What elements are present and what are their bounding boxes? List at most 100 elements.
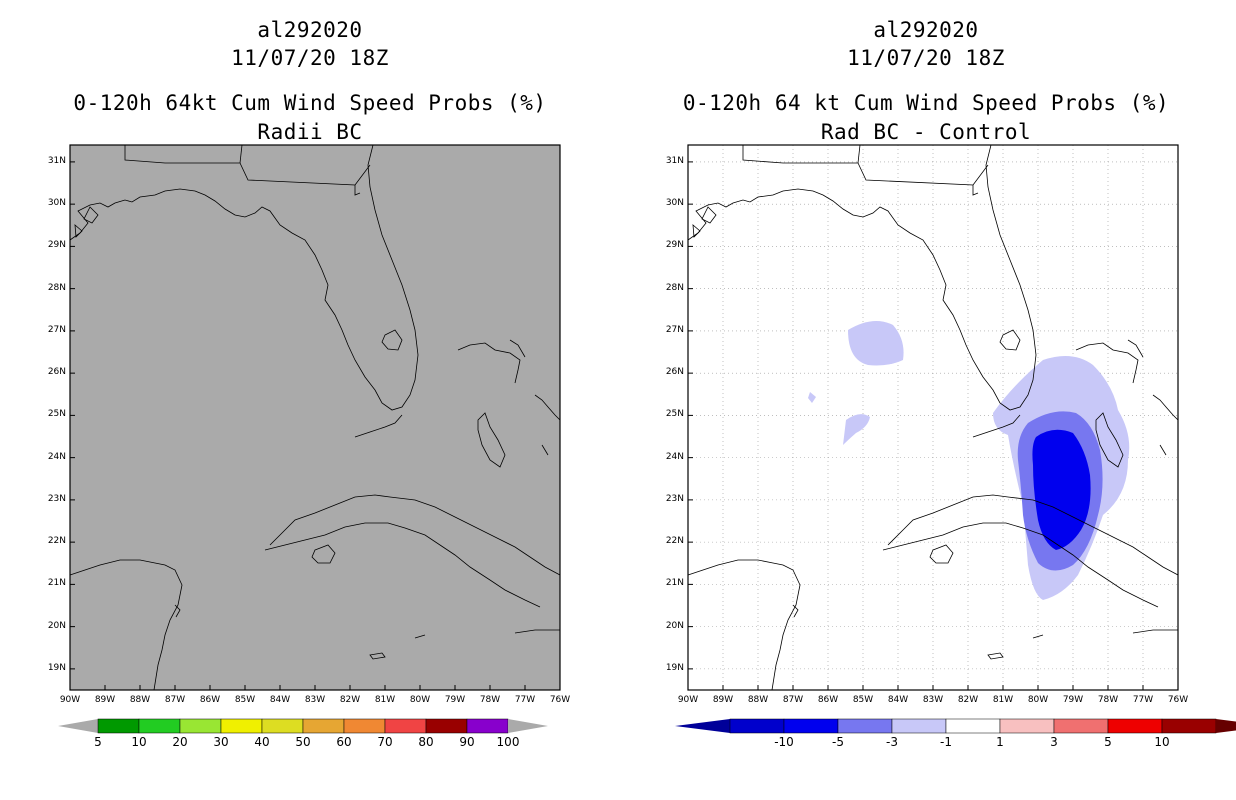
lon-tick-label: 84W [269, 695, 291, 705]
lon-tick-label: 87W [164, 695, 186, 705]
coastline-segment [174, 604, 181, 618]
coastline-segment [354, 164, 371, 186]
colorbar-swatch [999, 718, 1055, 734]
lat-tick-label: 21N [47, 578, 66, 589]
coastline-segment [701, 206, 717, 224]
lon-tick-label: 88W [747, 695, 769, 705]
contour-minus1-west1 [848, 321, 904, 366]
lon-tick-label: 81W [992, 695, 1014, 705]
lat-tick-label: 26N [665, 367, 684, 378]
right-datetime: 11/07/20 18Z [847, 46, 1005, 70]
colorbar-label: -1 [940, 735, 952, 749]
lat-tick-label: 29N [47, 240, 66, 251]
coastline-segment [534, 394, 561, 421]
lat-tick-label: 22N [47, 536, 66, 547]
colorbar-label: 40 [254, 735, 270, 749]
colorbar-label: 30 [213, 735, 229, 749]
lon-tick-label: 86W [199, 695, 221, 705]
coastline-segment [239, 144, 243, 164]
colorbar-label: -3 [886, 735, 898, 749]
lon-tick-label: 84W [887, 695, 909, 705]
colorbar-label: 20 [172, 735, 188, 749]
lat-tick-label: 21N [665, 578, 684, 589]
contour-minus1-west3 [808, 392, 816, 403]
coastline-segment [414, 634, 426, 639]
colorbar-arrow-left [675, 719, 730, 733]
coastline-segment [999, 329, 1021, 351]
coastline-segment [69, 559, 183, 691]
coastline-segment [369, 652, 386, 660]
lat-tick-label: 23N [665, 493, 684, 504]
lon-tick-label: 87W [782, 695, 804, 705]
left-coastlines [69, 144, 561, 691]
lon-tick-label: 82W [957, 695, 979, 705]
colorbar-arrow-right [508, 719, 548, 733]
lon-tick-label: 78W [479, 695, 501, 705]
lon-tick-label: 82W [339, 695, 361, 705]
coastline-segment [687, 144, 1037, 411]
coastline-segment [477, 412, 506, 468]
lat-tick-label: 27N [47, 324, 66, 335]
coastline-segment [514, 629, 560, 634]
left-storm-id: al292020 [257, 18, 363, 42]
probability-difference-contours [808, 321, 1130, 600]
coastline-segment [1095, 412, 1124, 468]
lat-tick-label: 20N [47, 620, 66, 631]
lon-tick-label: 88W [129, 695, 151, 705]
lat-tick-label: 19N [665, 662, 684, 673]
coastline-segment [972, 164, 989, 186]
colorbar-label: 100 [496, 735, 520, 749]
lat-tick-label: 30N [665, 198, 684, 209]
left-map [69, 144, 561, 691]
lat-tick-label: 31N [47, 155, 66, 166]
lat-tick-label: 31N [665, 155, 684, 166]
coastline-segment [929, 544, 954, 564]
right-coastlines [687, 144, 1179, 691]
coastline-segment [1032, 634, 1044, 639]
colorbar-swatch [1107, 718, 1163, 734]
lat-tick-label: 26N [47, 367, 66, 378]
lat-tick-label: 28N [47, 282, 66, 293]
colorbar-swatch [891, 718, 947, 734]
coastline-segment [792, 604, 799, 618]
lon-tick-label: 76W [549, 695, 571, 705]
coastline-segment [972, 414, 1021, 438]
lon-tick-label: 85W [234, 695, 256, 705]
lat-tick-label: 19N [47, 662, 66, 673]
colorbar-label: 5 [94, 735, 102, 749]
coastline-segment [264, 522, 541, 608]
right-subtitle: Rad BC - Control [820, 120, 1032, 144]
colorbar-label: 70 [377, 735, 393, 749]
coastline-segment [1132, 629, 1178, 634]
colorbar-arrow-left [58, 719, 98, 733]
lon-tick-label: 83W [922, 695, 944, 705]
colorbar-arrow-right [1216, 719, 1236, 733]
lon-tick-label: 80W [1027, 695, 1049, 705]
colorbar-label: 90 [459, 735, 475, 749]
lat-tick-label: 23N [47, 493, 66, 504]
colorbar-swatch [220, 718, 263, 734]
coastline-segment [1152, 394, 1179, 421]
colorbar-swatch [466, 718, 509, 734]
colorbar-swatch [97, 718, 140, 734]
colorbar-swatch [425, 718, 468, 734]
coastline-segment [887, 494, 1179, 576]
colorbar-label: -5 [832, 735, 844, 749]
lat-tick-label: 25N [665, 409, 684, 420]
lon-tick-label: 90W [59, 695, 81, 705]
colorbar-label: 10 [131, 735, 147, 749]
coastline-segment [882, 522, 1159, 608]
coastline-segment [857, 144, 861, 164]
coastline-segment [311, 544, 336, 564]
coastline-segment [692, 224, 701, 238]
colorbar-label: 80 [418, 735, 434, 749]
lat-tick-label: 24N [665, 451, 684, 462]
lat-tick-label: 30N [47, 198, 66, 209]
colorbar-swatch [837, 718, 893, 734]
left-datetime: 11/07/20 18Z [231, 46, 389, 70]
right-map [687, 144, 1179, 691]
lon-tick-label: 89W [712, 695, 734, 705]
lon-tick-label: 77W [1132, 695, 1154, 705]
colorbar-label: 1 [996, 735, 1004, 749]
coastline-segment [83, 206, 99, 224]
